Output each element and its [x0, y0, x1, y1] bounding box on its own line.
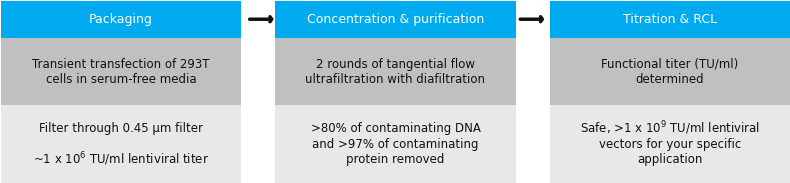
- Bar: [1, 38, 242, 105]
- Text: Functional titer (TU/ml)
determined: Functional titer (TU/ml) determined: [601, 58, 739, 86]
- Text: Titration & RCL: Titration & RCL: [623, 13, 717, 26]
- Text: vectors for your specific: vectors for your specific: [599, 138, 741, 151]
- Text: ~1 x 10$^6$ TU/ml lentiviral titer: ~1 x 10$^6$ TU/ml lentiviral titer: [33, 151, 209, 168]
- Text: >80% of contaminating DNA: >80% of contaminating DNA: [310, 122, 480, 135]
- Bar: [1, 1, 242, 38]
- Text: protein removed: protein removed: [346, 153, 445, 166]
- Text: application: application: [638, 153, 703, 166]
- Text: Concentration & purification: Concentration & purification: [307, 13, 484, 26]
- Text: and >97% of contaminating: and >97% of contaminating: [312, 138, 479, 151]
- Bar: [550, 38, 790, 105]
- Bar: [550, 1, 790, 38]
- Text: Safe, >1 x 10$^9$ TU/ml lentiviral: Safe, >1 x 10$^9$ TU/ml lentiviral: [580, 120, 760, 137]
- Bar: [275, 1, 516, 38]
- Text: Transient transfection of 293T
cells in serum-free media: Transient transfection of 293T cells in …: [32, 58, 209, 86]
- Bar: [550, 105, 790, 183]
- Bar: [275, 105, 516, 183]
- Bar: [275, 38, 516, 105]
- Bar: [1, 105, 242, 183]
- Text: Filter through 0.45 μm filter: Filter through 0.45 μm filter: [39, 122, 203, 135]
- Text: Packaging: Packaging: [89, 13, 153, 26]
- Text: 2 rounds of tangential flow
ultrafiltration with diafiltration: 2 rounds of tangential flow ultrafiltrat…: [306, 58, 486, 86]
